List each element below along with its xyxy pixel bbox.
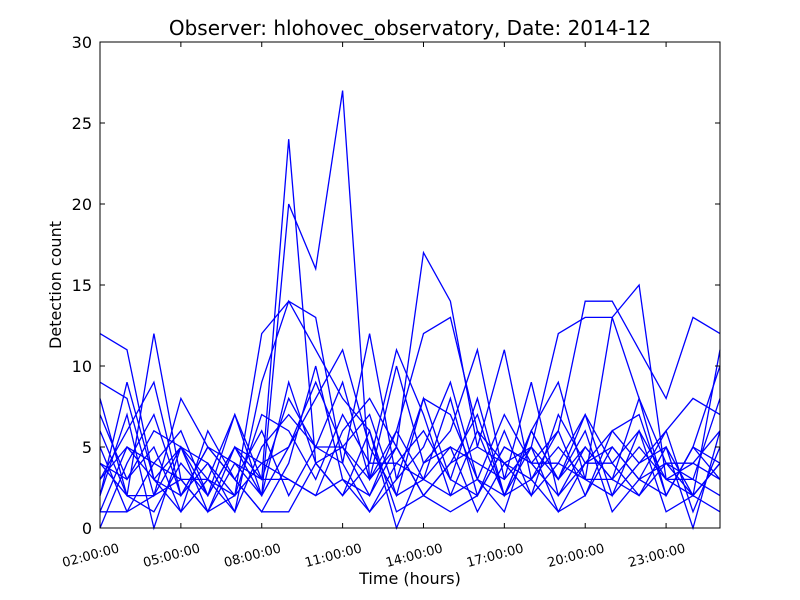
- y-tick-label: 5: [82, 438, 92, 457]
- x-tick-label: 20:00:00: [546, 541, 606, 571]
- series-line-10: [99, 365, 721, 529]
- x-tick-label: 11:00:00: [303, 541, 363, 571]
- series-lines: [99, 90, 721, 531]
- x-axis-label: Time (hours): [358, 569, 461, 588]
- y-axis-label: Detection count: [46, 221, 65, 349]
- series-line-15: [100, 412, 721, 513]
- y-tick-label: 30: [72, 33, 92, 52]
- x-tick-label: 08:00:00: [222, 541, 282, 571]
- series-line-1: [99, 139, 721, 498]
- series-line-13: [99, 396, 721, 514]
- y-tick-label: 25: [72, 114, 92, 133]
- series-line-14: [99, 428, 721, 531]
- y-axis: 0 5 10 15 20 25 30: [72, 33, 720, 538]
- x-tick-label: 05:00:00: [142, 541, 202, 571]
- chart-title: Observer: hlohovec_observatory, Date: 20…: [169, 16, 651, 40]
- y-tick-label: 15: [72, 276, 92, 295]
- x-tick-label: 23:00:00: [627, 541, 687, 571]
- y-tick-label: 20: [72, 195, 92, 214]
- series-line-12: [99, 348, 721, 531]
- series-line-2: [99, 90, 721, 498]
- series-line-8: [99, 347, 721, 513]
- y-tick-label: 10: [72, 357, 92, 376]
- x-tick-label: 14:00:00: [384, 541, 444, 571]
- x-tick-label: 02:00:00: [61, 541, 121, 571]
- x-tick-label: 17:00:00: [465, 541, 525, 571]
- y-tick-label: 0: [82, 519, 92, 538]
- series-line-4: [99, 347, 721, 498]
